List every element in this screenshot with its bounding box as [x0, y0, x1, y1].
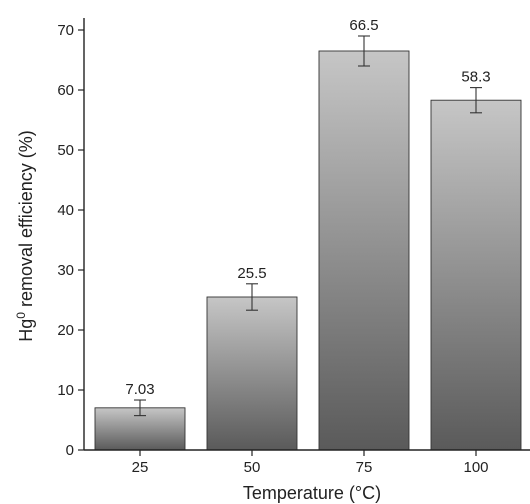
y-axis-title: Hg0 removal efficiency (%)	[14, 130, 36, 341]
y-axis-title-suffix: removal efficiency (%)	[16, 130, 36, 312]
plot-area: 0 10 20 30 40 50 60 70 7.03 25 25.5 50 66.5 75 58.3 100	[57, 17, 522, 476]
x-axis-title: Temperature (°C)	[243, 483, 381, 503]
bar-100	[430, 99, 522, 451]
y-tick-label-4: 40	[57, 202, 74, 219]
y-tick-label-3: 30	[57, 262, 74, 279]
y-tick-label-6: 60	[57, 82, 74, 99]
bar-75	[318, 50, 410, 451]
y-axis-title-superscript: 0	[14, 312, 28, 319]
data-label-50: 25.5	[237, 265, 266, 282]
data-label-100: 58.3	[461, 69, 490, 86]
y-tick-label-1: 10	[57, 382, 74, 399]
bar-50	[206, 296, 298, 451]
y-tick-label-5: 50	[57, 142, 74, 159]
x-tick-label-75: 75	[356, 459, 373, 476]
x-tick-label-100: 100	[463, 459, 488, 476]
data-label-25: 7.03	[125, 381, 154, 398]
data-label-75: 66.5	[349, 17, 378, 34]
x-tick-label-25: 25	[132, 459, 149, 476]
y-axis-title-prefix: Hg	[16, 319, 36, 342]
y-tick-label-0: 0	[66, 442, 74, 459]
y-tick-label-2: 20	[57, 322, 74, 339]
y-tick-label-7: 70	[57, 22, 74, 39]
x-tick-label-50: 50	[244, 459, 261, 476]
